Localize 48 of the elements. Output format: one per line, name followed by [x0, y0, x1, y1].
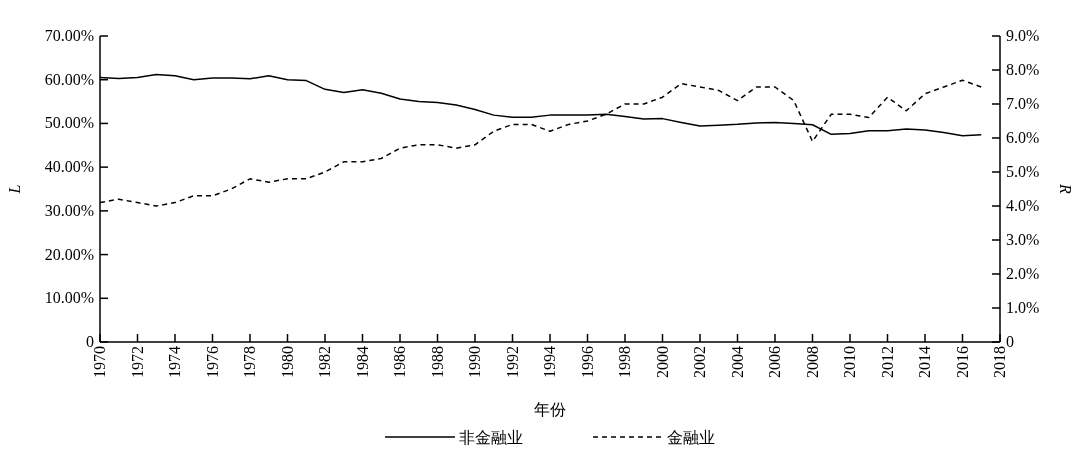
y-tick-label: 50.00%	[44, 114, 94, 132]
x-tick-label: 1970	[91, 346, 108, 378]
x-tick-label: 1982	[316, 346, 333, 378]
y2-tick-label: 1.0%	[1006, 299, 1040, 316]
y-tick-label: 10.00%	[44, 289, 94, 307]
x-tick-label: 1976	[203, 346, 221, 378]
x-tick-label: 1986	[391, 346, 408, 378]
x-tick-label: 1990	[466, 346, 483, 378]
x-tick-label: 1994	[541, 346, 558, 378]
x-tick-label: 2004	[728, 346, 746, 378]
y2-tick-label: 3.0%	[1006, 231, 1040, 248]
x-tick-label: 1988	[428, 346, 446, 378]
x-tick-label: 1996	[578, 346, 596, 378]
y2-tick-label: 8.0%	[1006, 61, 1040, 78]
x-axis-title: 年份	[534, 401, 566, 418]
x-tick-label: 1984	[353, 346, 371, 378]
x-tick-label: 2006	[766, 346, 783, 378]
y-tick-label: 40.00%	[44, 158, 94, 176]
x-tick-label: 1980	[278, 346, 296, 378]
x-tick-label: 1978	[241, 346, 258, 378]
y2-tick-label: 9.0%	[1006, 27, 1040, 44]
x-tick-label: 1974	[166, 346, 183, 378]
y2-tick-label: 0	[1006, 333, 1014, 350]
x-tick-label: 1998	[616, 346, 633, 378]
x-tick-label: 2014	[916, 346, 933, 378]
y2-tick-label: 4.0%	[1006, 197, 1040, 214]
x-tick-label: 2016	[953, 346, 971, 378]
legend-label: 非金融业	[459, 429, 523, 446]
y-tick-label: 60.00%	[44, 70, 94, 88]
legend-label: 金融业	[667, 429, 715, 446]
y-tick-label: 0	[86, 333, 94, 350]
y-axis-title: L	[6, 184, 23, 195]
x-tick-label: 2000	[653, 346, 671, 378]
y2-tick-label: 6.0%	[1006, 129, 1040, 146]
y2-tick-label: 2.0%	[1006, 265, 1040, 282]
x-tick-label: 2010	[841, 346, 858, 378]
y-tick-label: 70.00%	[44, 27, 94, 44]
y-tick-label: 20.00%	[44, 245, 94, 263]
y-tick-label: 30.00%	[44, 201, 94, 219]
x-tick-label: 1992	[503, 346, 521, 378]
y2-axis-title: R	[1057, 183, 1074, 195]
x-tick-label: 2012	[878, 346, 896, 378]
y2-tick-label: 7.0%	[1006, 95, 1040, 112]
x-tick-label: 1972	[128, 346, 146, 378]
x-tick-label: 2002	[691, 346, 708, 378]
x-tick-label: 2008	[803, 346, 821, 378]
y2-tick-label: 5.0%	[1006, 163, 1040, 180]
x-tick-label: 2018	[991, 346, 1008, 378]
